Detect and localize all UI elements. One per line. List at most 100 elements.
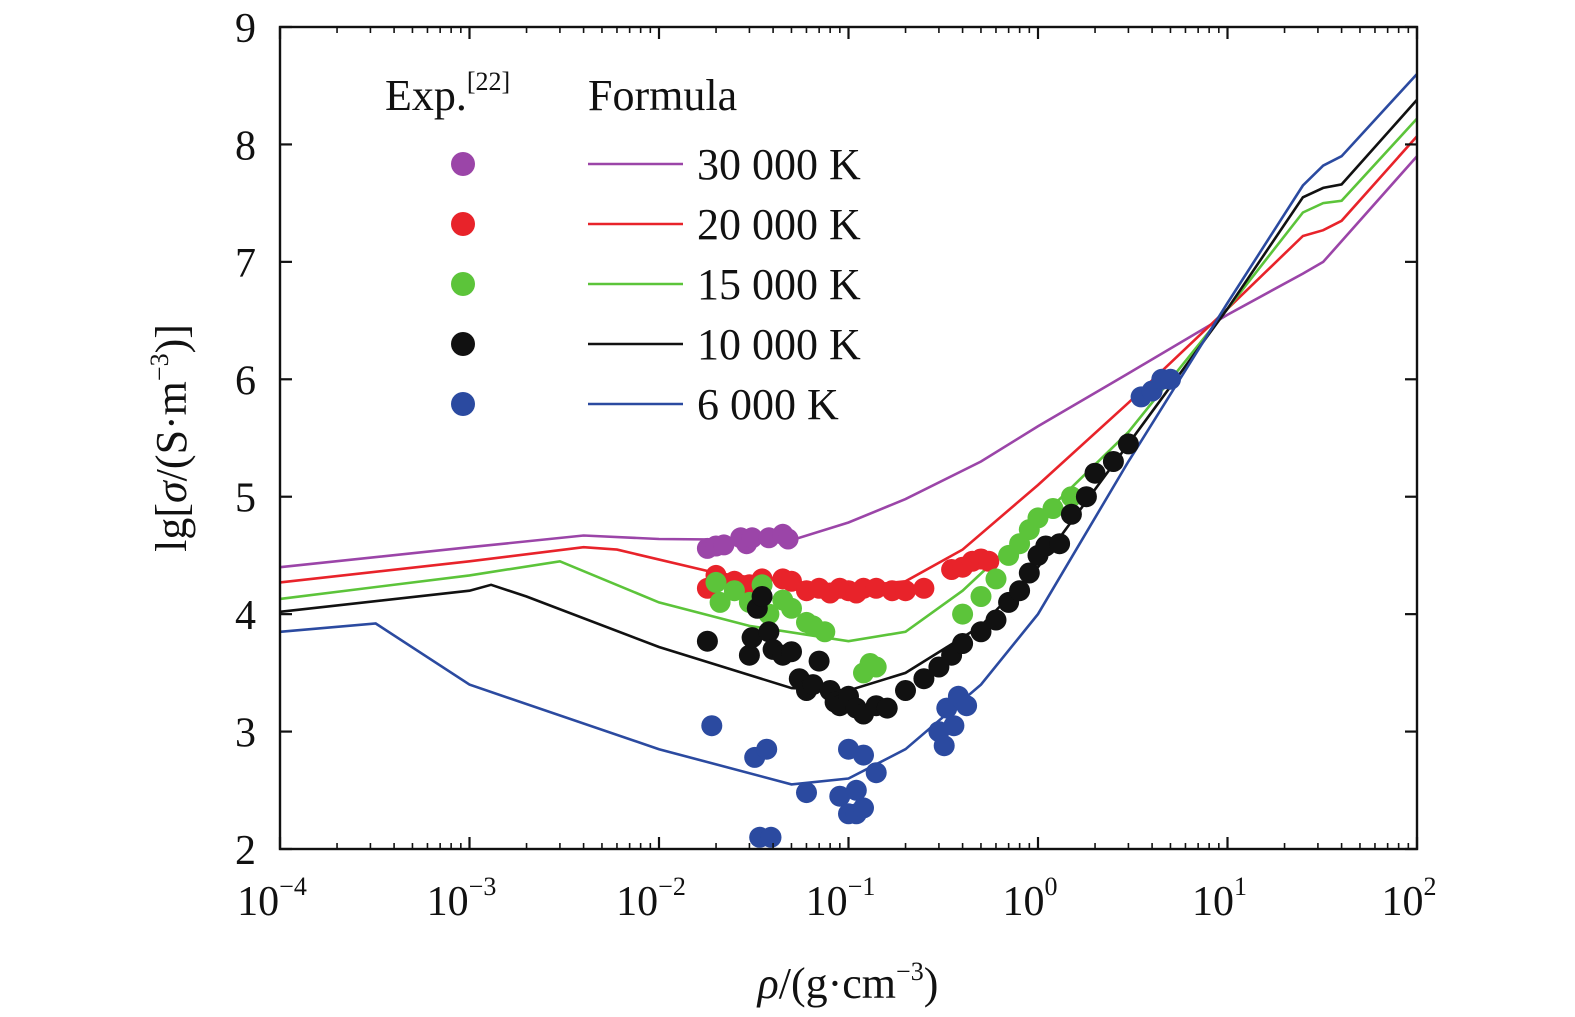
exp-point-0-5	[741, 527, 763, 549]
exp-point-3-1	[738, 644, 760, 666]
exp-point-4-3	[756, 738, 778, 760]
exp-point-3-37	[1102, 451, 1124, 472]
exp-point-1-14	[865, 577, 887, 599]
exp-point-3-27	[985, 609, 1007, 631]
exp-point-3-2	[741, 627, 763, 649]
exp-point-4-4	[760, 826, 782, 848]
legend-exp-ref: [22]	[467, 67, 510, 96]
x-tick-exp: −2	[658, 872, 686, 901]
y-tick-label: 8	[235, 123, 256, 169]
y-tick-label: 4	[235, 593, 256, 639]
legend-label-0: 30 000 K	[697, 140, 861, 189]
x-tick-base: 10	[1192, 879, 1234, 925]
exp-point-4-12	[853, 797, 874, 819]
legend-label-3: 10 000 K	[697, 320, 861, 369]
formula-line-4	[279, 73, 1418, 786]
y-axis-prefix: lg[	[147, 503, 196, 552]
x-axis-unit-exp: −3	[896, 957, 924, 986]
x-axis-unit: /(g·cm	[779, 959, 896, 1008]
exp-point-4-5	[796, 782, 817, 804]
x-tick-exp: 1	[1234, 872, 1247, 901]
exp-point-1-22	[978, 550, 1000, 572]
y-axis-title: lg[σ/(S·m−3)]	[145, 324, 196, 552]
exp-point-2-16	[985, 568, 1007, 590]
x-tick-label: 102	[1382, 872, 1437, 925]
x-tick-label: 10−1	[806, 872, 876, 925]
exp-point-1-17	[913, 577, 935, 599]
x-tick-exp: −3	[469, 872, 497, 901]
x-axis-unit-close: )	[924, 959, 939, 1008]
exp-point-3-5	[758, 621, 780, 643]
exp-point-3-4	[751, 586, 773, 607]
exp-point-2-20	[1027, 507, 1049, 529]
exp-point-3-21	[895, 680, 916, 701]
exp-point-3-26	[970, 621, 992, 643]
y-axis-unit: /(S·m	[147, 381, 196, 481]
exp-point-4-15	[933, 735, 955, 757]
exp-point-4-13	[865, 762, 887, 784]
exp-point-2-1	[709, 591, 731, 613]
x-tick-exp: 2	[1424, 872, 1437, 901]
y-axis-unit-exp: −3	[145, 353, 174, 381]
legend-rows: 30 000 K 20 000 K 15 000 K 10 000 K 6 000 K	[451, 140, 861, 429]
x-axis-symbol: ρ	[756, 959, 779, 1008]
x-tick-base: 10	[1382, 879, 1424, 925]
x-tick-base: 10	[806, 879, 848, 925]
legend-header-formula: Formula	[588, 71, 737, 120]
formula-line-2	[279, 117, 1418, 643]
legend-marker-1	[451, 212, 475, 236]
exp-point-2-0	[705, 571, 727, 593]
y-tick-label: 9	[235, 6, 256, 52]
exp-point-3-38	[1117, 433, 1139, 455]
exp-point-3-36	[1084, 462, 1106, 484]
exp-point-4-17	[943, 715, 965, 737]
x-tick-exp: 0	[1045, 872, 1058, 901]
exp-point-3-20	[876, 697, 898, 719]
exp-point-2-10	[814, 621, 836, 643]
legend-label-2: 15 000 K	[697, 260, 861, 309]
x-tick-base: 10	[237, 879, 279, 925]
x-tick-exp: −4	[279, 872, 307, 901]
exp-point-0-8	[777, 528, 799, 550]
y-tick-label: 7	[235, 241, 256, 287]
exp-point-3-25	[952, 633, 974, 654]
legend-label-4: 6 000 K	[697, 380, 839, 429]
exp-point-4-23	[1160, 368, 1181, 390]
formula-line-0	[279, 155, 1418, 569]
y-tick-label: 6	[235, 358, 256, 404]
exp-point-1-16	[895, 580, 916, 602]
formula-curves	[279, 73, 1418, 786]
exp-point-4-6	[829, 785, 851, 807]
y-tick-label: 2	[235, 828, 256, 874]
legend-exp-label: Exp.	[385, 71, 467, 120]
exp-point-3-12	[808, 650, 830, 672]
exp-point-3-8	[781, 641, 802, 663]
formula-line-1	[279, 135, 1418, 589]
y-tick-label: 5	[235, 476, 256, 522]
exp-point-2-15	[970, 586, 992, 607]
legend-marker-2	[451, 272, 475, 296]
x-tick-label: 100	[1003, 872, 1058, 925]
y-tick-label: 3	[235, 711, 256, 757]
exp-point-4-11	[853, 744, 874, 766]
legend-header-exp: Exp.[22]	[385, 67, 510, 120]
x-tick-label: 10−4	[237, 872, 307, 925]
experimental-points	[696, 368, 1181, 848]
x-tick-label: 10−3	[427, 872, 497, 925]
exp-point-2-14	[952, 603, 974, 625]
x-tick-label: 10−2	[616, 872, 686, 925]
exp-point-0-2	[713, 534, 735, 556]
x-tick-label: 101	[1192, 872, 1247, 925]
exp-point-3-34	[1060, 503, 1082, 525]
exp-point-3-30	[1018, 562, 1040, 584]
exp-point-3-22	[913, 668, 935, 690]
exp-point-3-11	[802, 674, 824, 696]
x-tick-exp: −1	[848, 872, 876, 901]
legend: Exp.[22] Formula 30 000 K 20 000 K 15 000 …	[385, 67, 861, 429]
exp-point-4-9	[845, 779, 867, 801]
exp-point-2-7	[781, 597, 802, 619]
exp-point-3-29	[1009, 580, 1031, 602]
exp-point-3-33	[1049, 533, 1071, 555]
